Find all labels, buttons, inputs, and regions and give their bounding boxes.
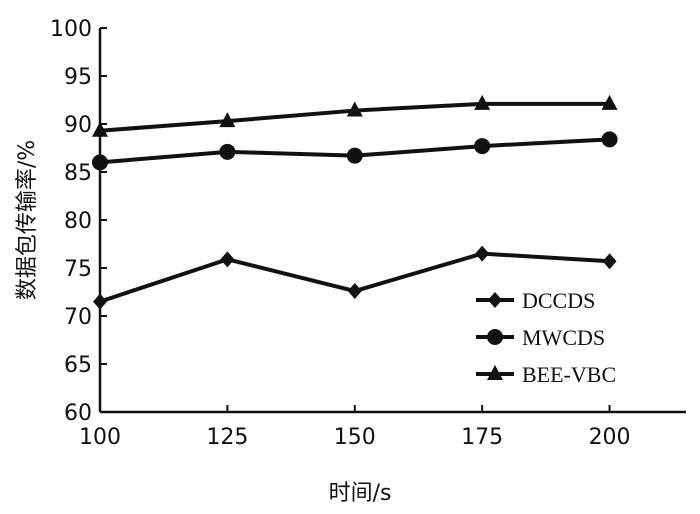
data-point-bee-vbc	[219, 112, 236, 128]
x-tick-label: 200	[589, 425, 631, 450]
y-tick-label: 80	[64, 209, 92, 234]
legend-item-dccds: DCCDS	[476, 288, 595, 313]
series-layer	[92, 94, 618, 310]
data-point-dccds	[475, 245, 490, 262]
y-tick-label: 100	[50, 17, 92, 42]
y-tick-label: 65	[64, 353, 92, 378]
legend-item-bee-vbc: BEE-VBC	[476, 362, 616, 387]
series-bee-vbc	[92, 94, 618, 137]
y-tick-label: 60	[64, 401, 92, 426]
axes	[98, 28, 686, 414]
x-axis-title: 时间/s	[329, 481, 392, 506]
legend-label: MWCDS	[522, 325, 605, 350]
series-dccds	[93, 245, 617, 310]
y-axis-title: 数据包传输率/%	[15, 140, 40, 300]
series-mwcds	[92, 131, 618, 171]
data-point-bee-vbc	[474, 94, 491, 110]
data-point-dccds	[347, 283, 362, 300]
legend-label: DCCDS	[522, 288, 595, 313]
legend-marker-dccds	[488, 292, 502, 308]
data-point-mwcds	[92, 154, 108, 171]
data-point-dccds	[602, 253, 617, 270]
x-tick-label: 125	[206, 425, 248, 450]
data-point-mwcds	[474, 138, 491, 155]
legend-item-mwcds: MWCDS	[476, 325, 605, 350]
y-tick-label: 90	[64, 113, 92, 138]
data-point-dccds	[93, 293, 107, 310]
data-point-dccds	[220, 251, 235, 268]
data-point-mwcds	[219, 143, 236, 160]
x-tick-label: 175	[461, 425, 503, 450]
data-point-bee-vbc	[601, 94, 618, 110]
data-point-bee-vbc	[346, 101, 363, 117]
legend: DCCDS MWCDS BEE-VBC	[476, 288, 616, 387]
x-tick-label: 150	[334, 425, 376, 450]
legend-label: BEE-VBC	[522, 362, 616, 387]
data-point-bee-vbc	[92, 121, 108, 137]
y-tick-label: 75	[64, 257, 92, 282]
legend-marker-bee-vbc	[487, 365, 503, 380]
x-tick-label: 100	[79, 425, 121, 450]
data-point-mwcds	[346, 147, 363, 164]
y-tick-label: 95	[64, 65, 92, 90]
y-tick-label: 70	[64, 305, 92, 330]
legend-marker-mwcds	[487, 329, 503, 345]
y-tick-label: 85	[64, 161, 92, 186]
x-ticks: 100 125 150 175 200	[79, 405, 631, 450]
y-ticks: 60 65 70 75 80 85 90 95 100	[50, 17, 107, 426]
data-point-mwcds	[601, 131, 618, 148]
